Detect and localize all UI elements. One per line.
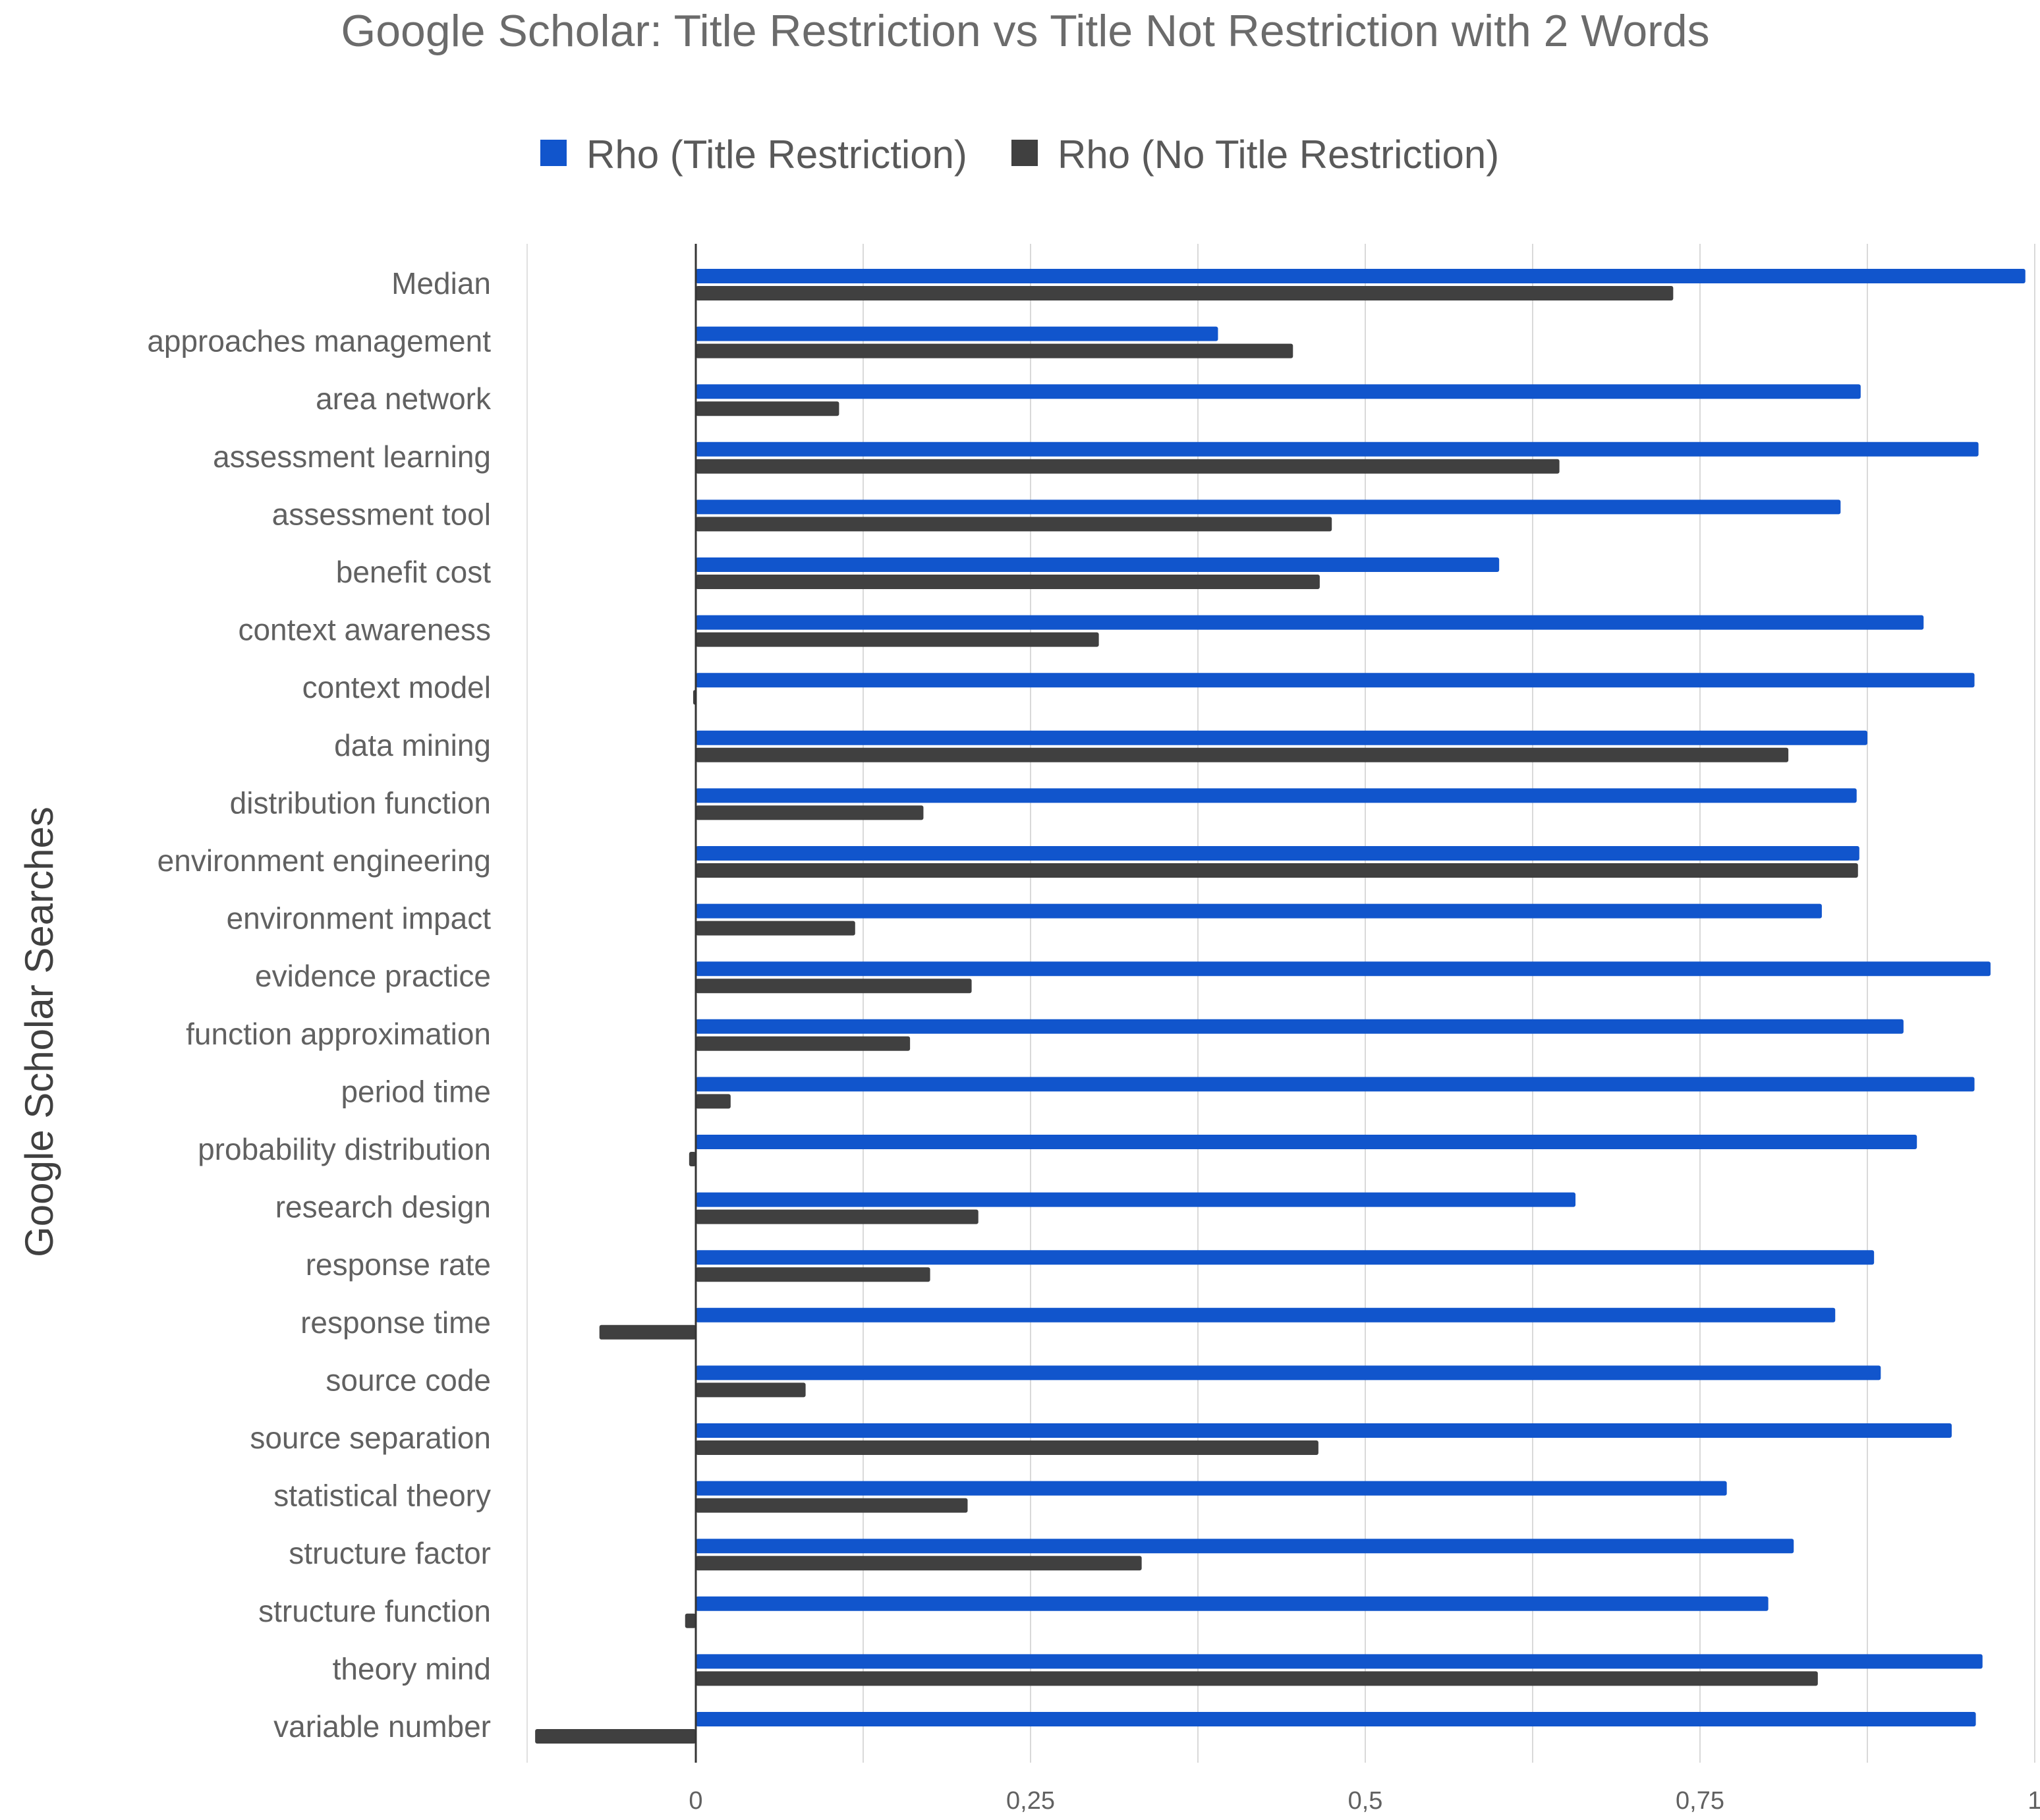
bar-no-title-restriction-area-network	[696, 401, 839, 416]
bars	[535, 269, 2026, 1744]
bar-no-title-restriction-distribution-function	[696, 805, 924, 820]
category-label-environment-engineering: environment engineering	[157, 843, 491, 878]
bar-no-title-restriction-variable-number	[535, 1729, 696, 1744]
category-label-assessment-learning: assessment learning	[213, 440, 491, 474]
x-tick-label: 0,25	[1006, 1787, 1055, 1815]
bar-no-title-restriction-assessment-tool	[696, 517, 1332, 532]
bar-title-restriction-evidence-practice	[696, 961, 1991, 977]
bar-title-restriction-structure-factor	[696, 1539, 1794, 1554]
bar-title-restriction-distribution-function	[696, 788, 1857, 803]
bar-no-title-restriction-data-mining	[696, 747, 1789, 762]
category-label-source-code: source code	[326, 1363, 491, 1397]
bar-no-title-restriction-period-time	[696, 1094, 731, 1109]
category-label-approaches-management: approaches management	[147, 324, 491, 358]
legend-swatch-title-restriction	[540, 140, 567, 166]
category-label-variable-number: variable number	[273, 1709, 491, 1744]
legend: Rho (Title Restriction) Rho (No Title Re…	[540, 132, 1499, 177]
x-tick-label: 0	[689, 1787, 702, 1815]
chart-title: Google Scholar: Title Restriction vs Tit…	[341, 6, 1709, 56]
bar-title-restriction-source-code	[696, 1365, 1881, 1380]
category-label-assessment-tool: assessment tool	[272, 497, 491, 531]
bar-title-restriction-approaches-management	[696, 326, 1218, 341]
bar-title-restriction-assessment-learning	[696, 441, 1979, 457]
bar-no-title-restriction-response-time	[599, 1324, 696, 1340]
category-label-structure-function: structure function	[258, 1594, 491, 1628]
bar-no-title-restriction-assessment-learning	[696, 459, 1560, 474]
bar-no-title-restriction-context-awareness	[696, 632, 1099, 647]
gridlines	[526, 244, 2035, 1763]
bar-title-restriction-context-awareness	[696, 615, 1924, 630]
y-axis-title: Google Scholar Searches	[17, 807, 61, 1257]
category-label-context-awareness: context awareness	[238, 613, 491, 647]
bar-no-title-restriction-benefit-cost	[696, 575, 1320, 589]
bar-title-restriction-context-model	[696, 673, 1975, 688]
category-label-theory-mind: theory mind	[333, 1651, 491, 1686]
bar-no-title-restriction-theory-mind	[696, 1671, 1818, 1686]
category-label-benefit-cost: benefit cost	[336, 555, 491, 589]
bar-no-title-restriction-evidence-practice	[696, 979, 972, 994]
bar-title-restriction-source-separation	[696, 1423, 1952, 1438]
bar-title-restriction-structure-function	[696, 1596, 1769, 1611]
bar-title-restriction-area-network	[696, 384, 1861, 399]
category-label-source-separation: source separation	[250, 1421, 491, 1455]
bar-title-restriction-function-approximation	[696, 1019, 1904, 1034]
category-label-probability-distribution: probability distribution	[198, 1132, 491, 1166]
bar-title-restriction-environment-impact	[696, 903, 1822, 919]
bar-title-restriction-response-rate	[696, 1250, 1875, 1265]
bar-no-title-restriction-source-separation	[696, 1440, 1318, 1455]
category-label-environment-impact: environment impact	[227, 901, 492, 936]
category-label-data-mining: data mining	[334, 728, 491, 762]
bar-title-restriction-benefit-cost	[696, 557, 1500, 572]
bar-title-restriction-median	[696, 269, 2026, 283]
category-label-period-time: period time	[341, 1074, 491, 1108]
bar-title-restriction-statistical-theory	[696, 1481, 1727, 1496]
bar-title-restriction-response-time	[696, 1307, 1836, 1322]
x-tick-label: 0,5	[1348, 1787, 1383, 1815]
bar-no-title-restriction-statistical-theory	[696, 1498, 968, 1513]
bar-title-restriction-theory-mind	[696, 1654, 1983, 1669]
bar-title-restriction-variable-number	[696, 1712, 1976, 1726]
bar-title-restriction-research-design	[696, 1192, 1576, 1207]
bar-no-title-restriction-environment-engineering	[696, 863, 1858, 878]
bar-no-title-restriction-source-code	[696, 1382, 806, 1398]
category-label-median: Median	[391, 266, 491, 300]
bar-title-restriction-assessment-tool	[696, 499, 1841, 515]
legend-label-no-title-restriction: Rho (No Title Restriction)	[1058, 132, 1499, 177]
bar-title-restriction-data-mining	[696, 730, 1867, 745]
bar-title-restriction-probability-distribution	[696, 1135, 1917, 1149]
bar-no-title-restriction-response-rate	[696, 1267, 930, 1282]
category-label-statistical-theory: statistical theory	[273, 1479, 491, 1513]
x-tick-label: 1	[2027, 1787, 2040, 1815]
bar-no-title-restriction-approaches-management	[696, 343, 1293, 358]
category-label-response-time: response time	[300, 1305, 491, 1340]
bar-no-title-restriction-median	[696, 286, 1674, 300]
bar-no-title-restriction-probability-distribution	[689, 1152, 696, 1166]
x-tick-label: 0,75	[1676, 1787, 1724, 1815]
category-label-function-approximation: function approximation	[186, 1017, 491, 1051]
category-label-distribution-function: distribution function	[230, 785, 491, 820]
category-label-area-network: area network	[316, 382, 492, 416]
bar-no-title-restriction-environment-impact	[696, 921, 855, 936]
category-label-structure-factor: structure factor	[289, 1536, 491, 1570]
bar-no-title-restriction-function-approximation	[696, 1036, 911, 1051]
bar-title-restriction-environment-engineering	[696, 846, 1859, 861]
category-label-research-design: research design	[275, 1190, 491, 1224]
category-label-response-rate: response rate	[306, 1247, 491, 1282]
legend-label-title-restriction: Rho (Title Restriction)	[586, 132, 967, 177]
bar-no-title-restriction-research-design	[696, 1209, 978, 1224]
category-labels: Median approaches management area network a…	[147, 266, 492, 1744]
category-label-context-model: context model	[302, 670, 491, 704]
bar-no-title-restriction-structure-function	[685, 1613, 696, 1628]
x-tick-labels: 0 0,25 0,5 0,75 1	[689, 1787, 2040, 1815]
bar-title-restriction-period-time	[696, 1077, 1975, 1092]
legend-swatch-no-title-restriction	[1011, 140, 1038, 166]
bar-no-title-restriction-structure-factor	[696, 1556, 1142, 1571]
category-label-evidence-practice: evidence practice	[255, 959, 491, 993]
